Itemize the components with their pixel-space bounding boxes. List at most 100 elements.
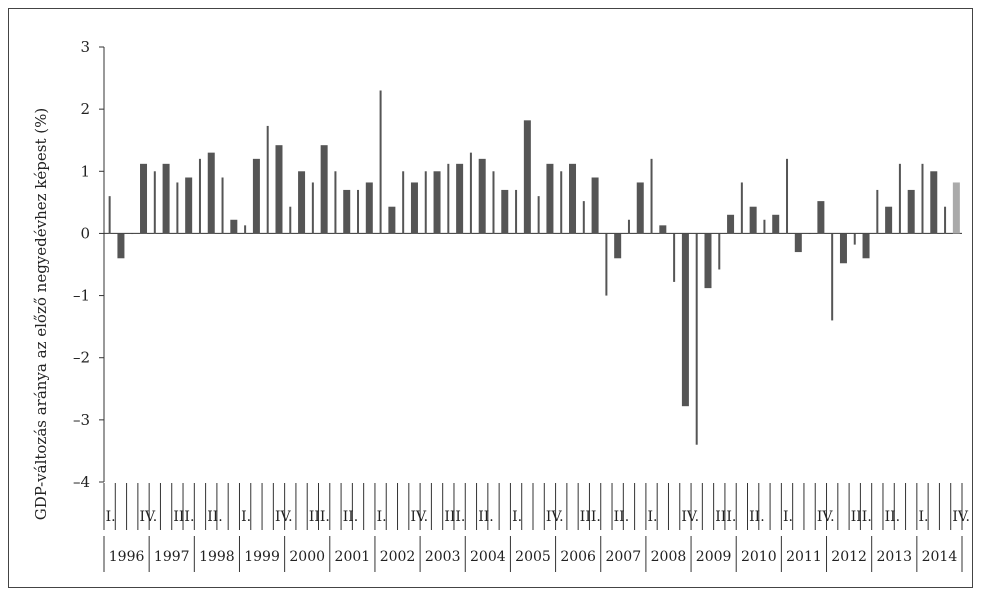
quarter-label: I.: [648, 509, 658, 525]
quarter-label: III.: [715, 509, 736, 525]
bar: [763, 219, 766, 234]
bar: [402, 171, 405, 234]
quarter-label: II.: [343, 509, 359, 525]
bar: [334, 171, 337, 234]
quarter-label: I.: [783, 509, 793, 525]
bar: [478, 158, 486, 234]
y-tick-label: 0: [80, 224, 90, 242]
bar: [117, 233, 125, 259]
x-axis: I. IV. III. II. I. IV. III. II. I. IV. III. II. I. IV…: [103, 483, 970, 572]
bar: [794, 233, 802, 253]
bar: [659, 225, 667, 234]
bar: [560, 171, 563, 234]
quarter-label: IV.: [546, 509, 564, 525]
year-label: 2009: [696, 549, 732, 565]
bar: [636, 182, 644, 234]
bar: [252, 158, 260, 234]
quarter-label: IV.: [410, 509, 428, 525]
quarter-label: II.: [749, 509, 765, 525]
bar: [569, 163, 577, 234]
y-axis: 3 2 1 0 –1 –2 –3 –4: [73, 38, 962, 491]
quarter-label: IV.: [140, 509, 158, 525]
quarter-label: II.: [478, 509, 494, 525]
bar: [907, 189, 915, 234]
y-tick-label: –1: [73, 287, 90, 305]
bar: [424, 171, 427, 234]
bar: [808, 233, 811, 235]
bar: [740, 182, 743, 234]
year-label: 2005: [515, 549, 551, 565]
bar: [817, 201, 825, 234]
bar: [379, 90, 382, 234]
y-tick-label: –3: [73, 411, 90, 429]
quarter-label: IV.: [952, 509, 970, 525]
bar: [952, 182, 960, 234]
bar: [469, 152, 472, 234]
year-label: 2002: [380, 549, 416, 565]
bar: [515, 189, 518, 234]
bar: [492, 171, 495, 234]
bar: [198, 158, 201, 234]
bar: [275, 145, 283, 234]
bar: [140, 163, 148, 234]
bar: [388, 206, 396, 234]
year-label: 2007: [605, 549, 641, 565]
bar: [537, 196, 540, 234]
bar: [230, 219, 238, 234]
bar: [108, 196, 111, 234]
bar: [153, 171, 156, 234]
year-label: 2010: [741, 549, 777, 565]
quarter-label: IV.: [275, 509, 293, 525]
y-tick-label: 2: [80, 100, 90, 118]
bar: [320, 145, 328, 234]
bar: [343, 189, 351, 234]
bar: [695, 233, 698, 445]
y-axis-label: GDP-változás aránya az előző negyedévhez…: [32, 108, 50, 520]
bar: [266, 125, 269, 234]
bar: [944, 206, 947, 234]
bar: [614, 233, 622, 259]
quarter-label: II.: [207, 509, 223, 525]
bar: [244, 225, 247, 234]
chart-frame: [8, 8, 973, 588]
bar: [447, 163, 450, 234]
bar: [772, 214, 780, 234]
year-label: 2006: [560, 549, 596, 565]
bar: [501, 189, 509, 234]
year-label: 1999: [244, 549, 280, 565]
year-label: 2003: [425, 549, 461, 565]
bar: [365, 182, 373, 234]
bar: [289, 206, 292, 234]
year-label: 2000: [289, 549, 325, 565]
bar: [298, 171, 306, 234]
quarter-label: III.: [444, 509, 465, 525]
bar: [650, 158, 653, 234]
year-label: 2008: [651, 549, 687, 565]
bar: [207, 152, 215, 234]
bar: [357, 189, 360, 234]
quarter-label: II.: [614, 509, 630, 525]
bar: [718, 233, 721, 270]
bar: [727, 214, 735, 234]
bar: [862, 233, 870, 259]
y-tick-label: –4: [73, 473, 90, 491]
bar: [681, 233, 689, 407]
year-label: 1998: [199, 549, 235, 565]
bar: [162, 163, 170, 234]
quarter-label: I.: [918, 509, 928, 525]
quarter-label: IV.: [681, 509, 699, 525]
bar: [786, 158, 789, 234]
bar: [546, 163, 554, 234]
quarter-label: III.: [851, 509, 872, 525]
quarter-label: III.: [309, 509, 330, 525]
bar: [704, 233, 712, 289]
quarter-label: I.: [241, 509, 251, 525]
bar: [876, 189, 879, 234]
bar: [131, 233, 134, 235]
bar: [831, 233, 834, 321]
bar: [673, 233, 676, 282]
quarter-label: I.: [377, 509, 387, 525]
y-tick-label: –2: [73, 349, 90, 367]
bar: [627, 219, 630, 234]
